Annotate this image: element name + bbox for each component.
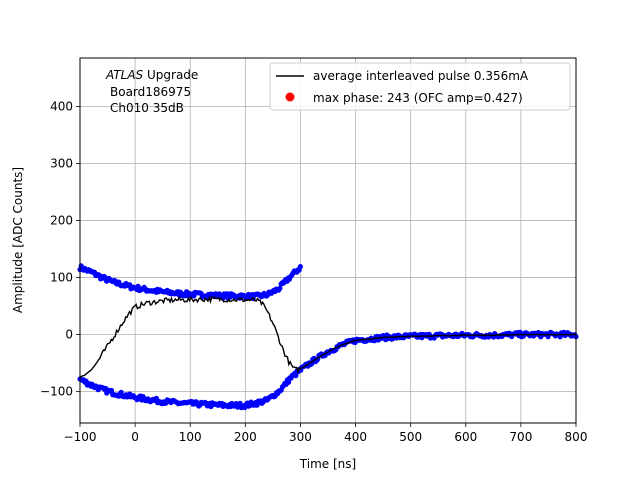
sample-point — [297, 264, 303, 270]
sample-point — [517, 329, 523, 335]
annotation: ATLAS Upgrade Board186975 Ch010 35dB — [105, 68, 198, 115]
sample-point — [277, 285, 283, 291]
series-layer — [77, 263, 579, 411]
x-axis-label: Time [ns] — [299, 457, 356, 471]
x-tick-label: 600 — [454, 430, 477, 444]
legend-label-average-pulse: average interleaved pulse 0.356mA — [313, 69, 529, 83]
sample-point — [293, 373, 299, 379]
plot-frame — [79, 57, 577, 424]
y-tick-label: 100 — [50, 271, 73, 285]
x-tick-label: 0 — [131, 430, 139, 444]
ticks: −100 0 100 200 300 400 500 600 700 800 −100 0 100 200… — [40, 99, 587, 444]
y-tick-label: 200 — [50, 214, 73, 228]
sample-point — [108, 387, 115, 394]
y-axis-label: Amplitude [ADC Counts] — [11, 167, 25, 313]
y-tick-label: 400 — [50, 99, 73, 113]
sample-point — [286, 379, 292, 385]
annotation-atlas: ATLAS — [105, 68, 144, 82]
x-tick-label: 300 — [289, 430, 312, 444]
x-tick-label: 200 — [234, 430, 257, 444]
x-tick-label: 700 — [509, 430, 532, 444]
x-tick-label: 100 — [179, 430, 202, 444]
x-tick-label: 500 — [399, 430, 422, 444]
y-tick-label: −100 — [40, 385, 73, 399]
annotation-line2: Board186975 — [110, 85, 191, 99]
legend-point-swatch — [285, 92, 295, 102]
plot-area — [80, 58, 576, 423]
average-pulse-line — [79, 295, 577, 378]
y-tick-label: 300 — [50, 157, 73, 171]
x-tick-label: 800 — [565, 430, 588, 444]
annotation-upgrade: Upgrade — [143, 68, 198, 82]
legend-box — [269, 62, 571, 111]
legend: average interleaved pulse 0.356mA max ph… — [269, 62, 571, 111]
x-tick-label: 400 — [344, 430, 367, 444]
y-tick-label: 0 — [65, 328, 73, 342]
legend-label-max-phase: max phase: 243 (OFC amp=0.427) — [313, 91, 523, 105]
x-tick-label: −100 — [64, 430, 97, 444]
annotation-line1: ATLAS Upgrade — [105, 68, 198, 82]
annotation-line3: Ch010 35dB — [110, 101, 184, 115]
